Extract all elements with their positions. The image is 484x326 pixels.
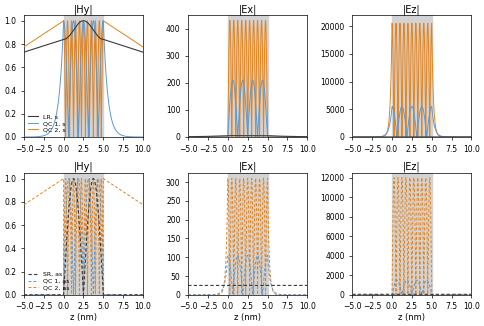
Legend: SR, as, QC 1, as, QC 2, as: SR, as, QC 1, as, QC 2, as bbox=[27, 271, 71, 292]
Title: |Ex|: |Ex| bbox=[239, 4, 257, 15]
Title: |Hy|: |Hy| bbox=[74, 162, 93, 172]
Bar bbox=[228, 173, 268, 295]
Bar bbox=[63, 15, 103, 137]
Title: |Ez|: |Ez| bbox=[403, 162, 421, 172]
Legend: LR, s, QC 1, s, QC 2, s: LR, s, QC 1, s, QC 2, s bbox=[27, 113, 67, 134]
Title: |Ex|: |Ex| bbox=[239, 162, 257, 172]
Title: |Ez|: |Ez| bbox=[403, 4, 421, 15]
Bar bbox=[392, 173, 432, 295]
Bar bbox=[228, 15, 268, 137]
Bar bbox=[392, 15, 432, 137]
X-axis label: z (nm): z (nm) bbox=[70, 313, 97, 322]
Bar bbox=[63, 173, 103, 295]
Title: |Hy|: |Hy| bbox=[74, 4, 93, 15]
X-axis label: z (nm): z (nm) bbox=[234, 313, 261, 322]
X-axis label: z (nm): z (nm) bbox=[398, 313, 425, 322]
